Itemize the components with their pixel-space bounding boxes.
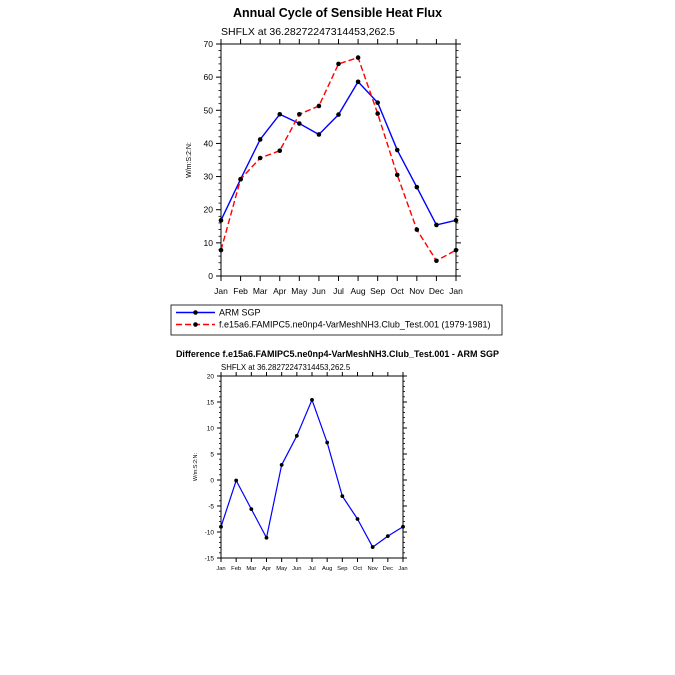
series-2-point [297, 111, 302, 117]
x-tick-label: Feb [231, 566, 241, 572]
y-tick-label: 50 [204, 105, 214, 115]
series-2-point [434, 258, 439, 264]
chart-subtitle: SHFLX at 36.28272247314453,262.5 [221, 26, 395, 38]
x-tick-label: Mar [253, 286, 268, 296]
series-1-point [355, 517, 360, 521]
series-1-point [355, 79, 361, 85]
y-tick-label: 10 [204, 238, 214, 248]
series-1-point [294, 433, 299, 438]
x-tick-label: Aug [322, 566, 332, 572]
y-axis-label: W/m:S:2:N: [186, 142, 193, 178]
x-tick-label: May [276, 566, 287, 572]
series-1-point [401, 524, 405, 529]
series-1-point [394, 147, 400, 153]
series-1-point [340, 494, 345, 499]
y-tick-label: 10 [207, 425, 215, 432]
y-tick-label: 0 [210, 477, 214, 484]
series-2-point [414, 227, 420, 232]
x-tick-label: Feb [233, 286, 248, 296]
series-2-point [375, 111, 380, 116]
x-tick-label: Jul [308, 566, 315, 572]
legend-box [170, 304, 503, 336]
x-tick-label: Apr [273, 286, 286, 296]
series-1-point [453, 218, 459, 223]
series-1-point [385, 534, 390, 539]
x-tick-label: Jun [292, 566, 301, 572]
y-tick-label: -5 [208, 503, 214, 510]
series-line-1 [220, 399, 404, 548]
series-1-point [370, 545, 375, 549]
x-tick-label: Aug [351, 286, 366, 296]
x-tick-label: Oct [391, 286, 405, 296]
series-line-2 [220, 56, 457, 262]
x-tick-label: Oct [353, 566, 362, 572]
series-2-point [394, 172, 400, 178]
plot-frame [220, 375, 404, 559]
series-1-point [218, 218, 224, 223]
x-tick-label: Apr [262, 566, 271, 572]
series-1-point [414, 184, 420, 190]
y-tick-label: 70 [204, 39, 214, 49]
series-line-1 [220, 81, 457, 226]
series-2-point [355, 55, 361, 60]
series-1-point [336, 112, 341, 117]
series-2-point [257, 155, 263, 161]
x-tick-label: Nov [368, 566, 378, 572]
legend-marker-1 [193, 310, 198, 315]
series-2-point [453, 247, 459, 253]
y-tick-label: 20 [207, 373, 215, 380]
series-2-point [238, 176, 243, 182]
x-tick-label: Nov [409, 286, 425, 296]
x-tick-label: Jun [312, 286, 326, 296]
series-1-point [375, 100, 380, 105]
chart-title: Difference f.e15a6.FAMIPC5.ne0np4-VarMes… [176, 349, 499, 359]
legend-marker-2 [193, 322, 198, 327]
series-1-point [434, 222, 439, 228]
x-tick-label: Jan [398, 566, 407, 572]
chart-subtitle: SHFLX at 36.28272247314453,262.5 [221, 363, 351, 372]
series-1-point [264, 535, 269, 540]
series-1-point [325, 440, 330, 445]
series-1-point [219, 524, 223, 529]
x-tick-label: Jan [214, 286, 228, 296]
x-tick-label: Jan [216, 566, 225, 572]
series-1-point [257, 137, 263, 142]
plot-frame [220, 43, 457, 277]
y-axis-label: W/m:S:2:N: [193, 452, 199, 481]
y-tick-label: 5 [210, 451, 214, 458]
series-2-point [277, 148, 283, 154]
series-2-point [316, 103, 322, 109]
y-tick-label: 15 [207, 399, 215, 406]
series-1-point [310, 398, 314, 402]
series-1-point [249, 507, 254, 512]
y-tick-label: -10 [205, 529, 215, 536]
series-1-point [234, 478, 239, 483]
chart-title: Annual Cycle of Sensible Heat Flux [233, 6, 442, 20]
y-tick-label: 30 [204, 172, 214, 182]
x-tick-label: Dec [383, 566, 393, 572]
legend-label-1: ARM SGP [219, 308, 261, 318]
x-tick-label: Sep [370, 286, 385, 296]
x-tick-label: Sep [337, 566, 347, 572]
legend-label-2: f.e15a6.FAMIPC5.ne0np4-VarMeshNH3.Club_T… [219, 320, 491, 330]
series-1-point [297, 121, 302, 126]
x-tick-label: Jul [333, 286, 344, 296]
x-tick-label: Jan [449, 286, 463, 296]
series-1-point [316, 132, 322, 137]
y-tick-label: 0 [208, 271, 213, 281]
series-1-point [277, 111, 283, 117]
series-2-point [336, 61, 341, 67]
y-tick-label: -15 [205, 555, 215, 562]
x-tick-label: May [291, 286, 308, 296]
x-tick-label: Mar [246, 566, 256, 572]
y-tick-label: 20 [204, 205, 214, 215]
series-1-point [279, 463, 284, 467]
y-tick-label: 60 [204, 72, 214, 82]
y-tick-label: 40 [204, 138, 214, 148]
series-2-point [218, 247, 224, 253]
x-tick-label: Dec [429, 286, 445, 296]
